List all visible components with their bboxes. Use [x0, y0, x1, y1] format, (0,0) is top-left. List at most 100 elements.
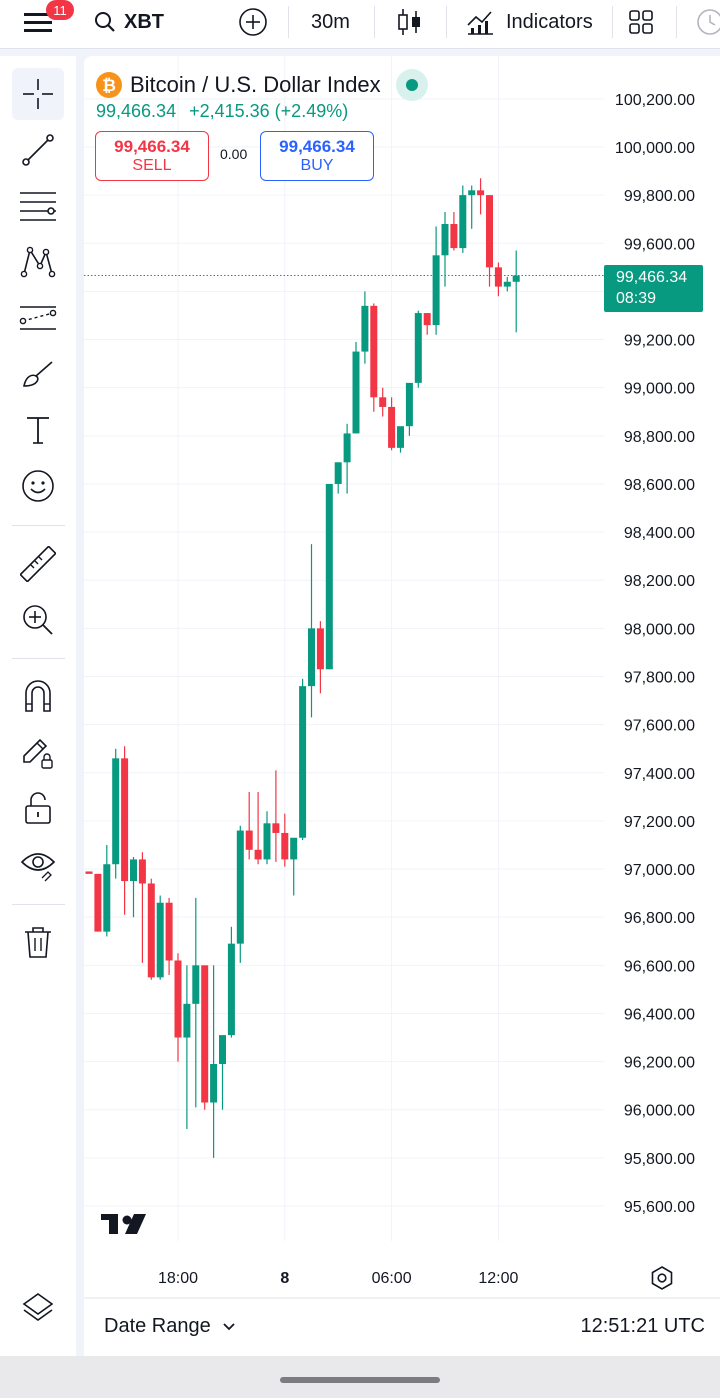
compare-button[interactable] [238, 0, 268, 44]
fib-retracement-tool[interactable] [12, 180, 64, 232]
indicators-icon [467, 11, 493, 35]
buy-button[interactable]: 99,466.34 BUY [260, 131, 374, 181]
replay-button[interactable] [694, 0, 720, 44]
pattern-tool[interactable] [12, 236, 64, 288]
candle-series [85, 178, 520, 1158]
toolbar-divider [676, 6, 677, 38]
trash-icon [25, 927, 51, 958]
candle-body [290, 837, 298, 860]
zoom-tool[interactable] [12, 594, 64, 646]
time-tick-label: 8 [280, 1270, 289, 1287]
last-price: 99,466.34 [96, 101, 177, 121]
search-icon [95, 12, 115, 32]
candle-body [174, 960, 182, 1038]
candle-body [130, 859, 137, 882]
candle [397, 426, 404, 453]
candle [477, 178, 485, 215]
brush-tool[interactable] [12, 348, 64, 400]
symbol-search-button[interactable]: XBT [94, 0, 164, 44]
price-tick-label: 97,800.00 [624, 670, 695, 687]
candle [325, 483, 333, 670]
candle [245, 792, 253, 860]
candle-body [299, 686, 307, 838]
price-tick-label: 97,400.00 [624, 766, 695, 783]
candle [85, 871, 93, 874]
candle-body [423, 313, 431, 326]
candle-body [308, 628, 315, 687]
candle-body [201, 965, 209, 1103]
prediction-tool[interactable] [12, 292, 64, 344]
price-tick-label: 99,600.00 [624, 236, 695, 253]
tradingview-logo[interactable] [101, 1214, 146, 1234]
magnet-icon [25, 680, 51, 712]
candle-body [503, 281, 511, 287]
date-range-label: Date Range [104, 1315, 211, 1337]
price-tick-label: 99,200.00 [624, 333, 695, 350]
candle [138, 852, 146, 963]
candle [219, 1035, 226, 1110]
time-tick-label: 12:00 [478, 1270, 518, 1287]
candle [130, 857, 137, 918]
lock-all-tool[interactable] [12, 782, 64, 834]
candle-body [156, 902, 164, 978]
candle [290, 837, 298, 896]
candle-body [147, 883, 155, 978]
candle-body [316, 628, 324, 670]
remove-drawings-tool[interactable] [12, 916, 64, 968]
notification-badge: 11 [46, 0, 74, 20]
chart-settings-icon[interactable] [651, 1266, 673, 1290]
indicators-button[interactable]: Indicators [466, 0, 593, 44]
object-tree-button[interactable] [12, 1282, 64, 1334]
price-tick-label: 98,200.00 [624, 573, 695, 590]
candle-body [263, 823, 271, 860]
utc-clock[interactable]: 12:51:21 UTC [580, 1315, 705, 1337]
interval-button[interactable]: 30m [311, 10, 350, 33]
price-change-row: 99,466.34 +2,415.36 (+2.49%) [96, 101, 348, 122]
candle [121, 746, 129, 915]
toolbar-separator [12, 525, 65, 526]
price-tick-label: 95,800.00 [624, 1151, 695, 1168]
date-range-button[interactable]: Date Range [104, 1315, 237, 1338]
price-tick-label: 98,800.00 [624, 429, 695, 446]
candle-body [352, 351, 360, 434]
crosshair-tool[interactable] [12, 68, 64, 120]
smiley-icon [22, 470, 54, 502]
crosshair-icon [23, 79, 53, 109]
lock-drawings-tool[interactable] [12, 726, 64, 778]
price-tick-label: 96,200.00 [624, 1055, 695, 1072]
hamburger-icon [24, 13, 52, 32]
chart-type-button[interactable] [397, 0, 423, 44]
magnet-tool[interactable] [12, 670, 64, 722]
candle-body [254, 849, 262, 860]
home-indicator[interactable] [280, 1377, 440, 1383]
layout-button[interactable] [628, 0, 654, 44]
symbol-legend[interactable]: ₿ Bitcoin / U.S. Dollar Index [96, 68, 429, 102]
menu-button[interactable] [24, 0, 52, 44]
price-tick-label: 97,600.00 [624, 718, 695, 735]
candle [147, 878, 155, 980]
candle-body [379, 397, 387, 407]
unlock-icon [25, 792, 51, 824]
eye-icon [20, 853, 56, 882]
candle-body [281, 832, 289, 860]
candle-body [477, 190, 485, 196]
candle-body [468, 190, 476, 196]
sell-button[interactable]: 99,466.34 SELL [95, 131, 209, 181]
last-price-label: 99,466.34 [616, 269, 687, 286]
candle [343, 423, 351, 494]
candle [316, 621, 324, 694]
candle-body [388, 406, 396, 448]
toolbar-separator [12, 658, 65, 659]
candle [165, 897, 173, 975]
spread-value: 0.00 [220, 146, 248, 162]
hide-drawings-tool[interactable] [12, 838, 64, 890]
trend-line-tool[interactable] [12, 124, 64, 176]
candle-body [272, 823, 280, 833]
candle [272, 770, 280, 862]
candle-body [370, 305, 378, 398]
text-tool[interactable] [12, 404, 64, 456]
emoji-tool[interactable] [12, 460, 64, 512]
market-status-icon[interactable] [395, 68, 429, 102]
price-chart[interactable]: 95,600.00 95,800.00 96,000.00 96,200.00 96,4… [84, 56, 720, 1356]
measure-tool[interactable] [12, 538, 64, 590]
